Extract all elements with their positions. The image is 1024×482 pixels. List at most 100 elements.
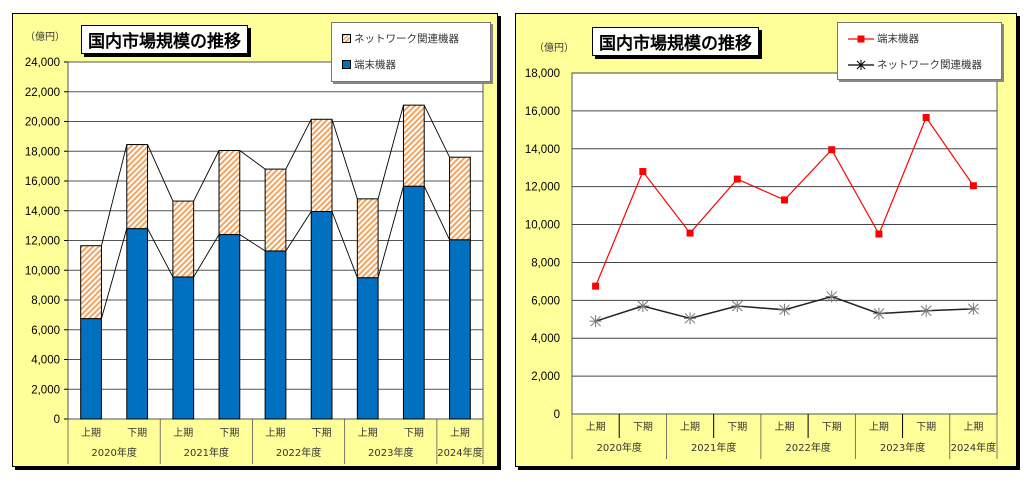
x-year-label: 2023年度	[368, 446, 413, 459]
x-year-label: 2020年度	[596, 441, 641, 454]
y-unit-label: （億円）	[534, 41, 574, 54]
asterisk-marker	[778, 303, 791, 316]
x-half-label: 下期	[219, 427, 239, 439]
x-year-label: 2020年度	[91, 446, 136, 459]
square-marker	[922, 114, 930, 122]
bar-terminal	[449, 239, 471, 420]
y-tick-label: 14,000	[525, 144, 560, 156]
x-year-label: 2024年度	[951, 441, 996, 454]
y-tick-label: 10,000	[525, 220, 560, 232]
legend-label: ネットワーク関連機器	[354, 33, 459, 45]
y-tick-label: 16,000	[525, 106, 560, 118]
y-tick-label: 8,000	[531, 257, 560, 269]
asterisk-marker-icon	[848, 59, 874, 70]
square-marker	[969, 182, 977, 190]
red-square-marker-icon	[848, 35, 874, 42]
legend: ネットワーク関連機器 端末機器	[331, 22, 491, 82]
x-year-label: 2022年度	[276, 446, 321, 459]
series-connector-lines	[100, 104, 450, 319]
x-half-label: 上期	[81, 427, 101, 439]
x-half-label: 下期	[127, 427, 147, 439]
square-marker	[828, 146, 836, 154]
bar-network	[449, 156, 471, 241]
square-marker	[592, 282, 600, 290]
hatch-swatch-icon	[342, 34, 351, 43]
bar-network	[402, 104, 425, 187]
x-half-label: 上期	[680, 421, 700, 433]
legend-label: ネットワーク関連機器	[877, 59, 982, 71]
x-half-label: 上期	[963, 421, 983, 433]
y-tick-label: 12,000	[25, 236, 60, 248]
x-half-label: 下期	[404, 427, 424, 439]
square-marker	[733, 175, 741, 183]
asterisk-marker	[967, 302, 980, 315]
x-year-label: 2021年度	[691, 441, 736, 454]
x-half-label: 上期	[775, 421, 795, 433]
bar-terminal	[80, 318, 102, 420]
y-axis-ticks: 0 2,000 4,000 6,000 8,000 10,000 12,000 14,000 1…	[525, 68, 560, 421]
legend-label: 端末機器	[354, 59, 396, 71]
y-tick-label: 18,000	[525, 68, 560, 80]
x-half-label: 上期	[586, 421, 606, 433]
y-tick-label: 0	[554, 409, 560, 421]
x-half-label: 下期	[633, 421, 653, 433]
y-tick-label: 2,000	[31, 384, 60, 396]
chart-title: 国内市場規模の推移	[81, 25, 248, 54]
asterisk-marker	[636, 300, 649, 313]
bar-terminal	[402, 185, 425, 420]
y-tick-label: 2,000	[531, 371, 560, 383]
legend-item-terminal: 端末機器	[848, 31, 919, 46]
bar-network	[172, 200, 195, 278]
square-marker	[686, 229, 694, 237]
y-tick-label: 24,000	[25, 57, 60, 69]
y-tick-label: 6,000	[531, 295, 560, 307]
x-half-label: 上期	[869, 421, 889, 433]
bar-terminal	[126, 228, 149, 420]
bar-terminal	[356, 277, 379, 420]
square-marker	[875, 230, 883, 238]
chart-title: 国内市場規模の推移	[592, 27, 759, 56]
bar-terminal	[310, 210, 333, 420]
line-series	[589, 114, 980, 328]
bar-terminal	[172, 276, 195, 420]
x-half-label: 下期	[727, 421, 747, 433]
x-axis-labels: 上期 下期 上期 下期 上期 下期 上期 下期 上期 2020年度 2021年度 2022年度 2023…	[67, 419, 484, 464]
y-unit-label: （億円）	[25, 30, 65, 43]
y-tick-label: 22,000	[25, 87, 60, 99]
x-half-label: 下期	[312, 427, 332, 439]
x-year-label: 2024年度	[437, 446, 482, 459]
square-marker	[781, 196, 788, 204]
x-half-label: 上期	[266, 427, 286, 439]
asterisk-marker	[731, 300, 744, 313]
y-tick-label: 16,000	[25, 176, 60, 188]
legend-item-terminal: 端末機器	[342, 57, 396, 72]
y-tick-label: 8,000	[31, 295, 60, 307]
bar-network	[218, 150, 241, 236]
bars	[80, 104, 471, 420]
asterisk-marker	[684, 312, 697, 325]
x-half-label: 上期	[450, 427, 470, 439]
y-tick-label: 4,000	[531, 333, 560, 345]
y-tick-label: 12,000	[525, 182, 560, 194]
bar-terminal	[264, 250, 287, 420]
x-half-label: 下期	[822, 421, 842, 433]
square-marker	[639, 168, 647, 176]
grid-lines	[571, 72, 998, 415]
y-tick-label: 14,000	[25, 206, 60, 218]
y-tick-label: 10,000	[25, 265, 60, 277]
blue-swatch-icon	[342, 60, 351, 69]
asterisk-marker	[589, 315, 602, 328]
y-axis-ticks: 0 2,000 4,000 6,000 8,000 10,000 12,000 14,000 1…	[25, 57, 68, 426]
asterisk-marker	[825, 290, 838, 303]
x-half-label: 上期	[173, 427, 193, 439]
x-year-label: 2023年度	[880, 441, 925, 454]
line-chart: （億円） 0 2,000 4,000 6,000 8,000 10,000 12,000 14…	[525, 41, 998, 459]
bar-network	[80, 245, 102, 320]
bar-terminal	[218, 234, 241, 420]
x-half-label: 下期	[916, 421, 936, 433]
stacked-bar-chart-panel: （億円） 0 2,000 4,000 6,000 8,000 10,000 12,000 14…	[12, 13, 498, 467]
asterisk-marker	[872, 307, 885, 320]
x-year-label: 2021年度	[184, 446, 229, 459]
x-axis-labels: 上期 下期 上期 下期 上期 下期 上期 下期 上期 2020年度 2021年度 2022年度 2023…	[571, 414, 998, 459]
asterisk-marker	[920, 304, 933, 317]
